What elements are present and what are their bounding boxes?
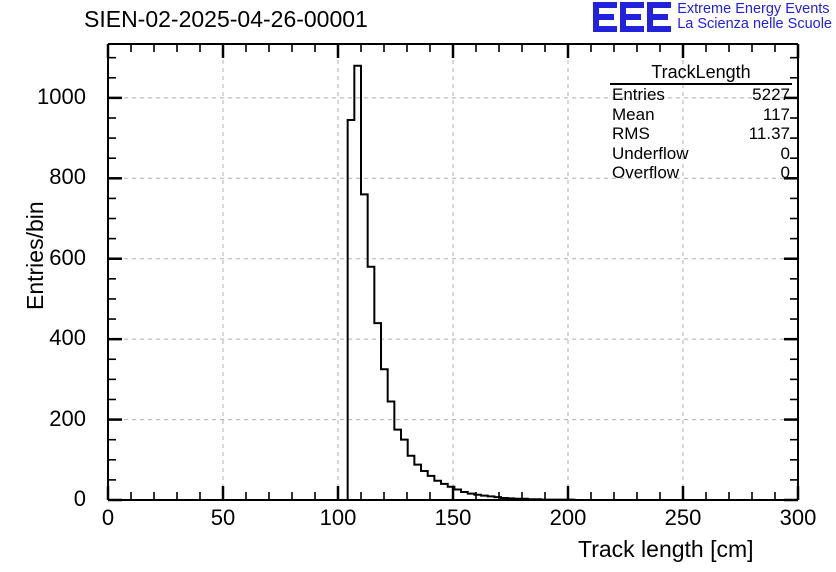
x-tick-label: 50 <box>210 505 236 530</box>
stats-row-label: Overflow <box>612 163 680 182</box>
stats-row-value: 0 <box>780 143 790 163</box>
x-axis-label: Track length [cm] <box>578 536 754 562</box>
x-tick-label: 0 <box>101 505 115 530</box>
eee-logo-mark-icon <box>593 2 672 32</box>
page-title: SIEN-02-2025-04-26-00001 <box>84 6 368 32</box>
logo-line-1: Extreme Energy Events <box>677 1 830 17</box>
stats-title: TrackLength <box>610 62 792 85</box>
x-tick-label: 300 <box>779 505 817 530</box>
stats-box: TrackLength Entries 5227 Mean 117 RMS 11.37 Un… <box>610 62 792 183</box>
stats-row: Underflow 0 <box>610 144 792 164</box>
stats-row: Mean 117 <box>610 105 792 125</box>
stats-row-value: 117 <box>762 104 790 124</box>
logo-line-2: La Scienza nelle Scuole <box>677 16 832 32</box>
y-tick-label: 1000 <box>37 83 86 109</box>
eee-logo-text: Extreme Energy Events La Scienza nelle S… <box>677 2 832 32</box>
stats-row: RMS 11.37 <box>610 124 792 144</box>
y-tick-label: 800 <box>49 164 86 190</box>
stats-row-value: 11.37 <box>748 124 790 143</box>
x-tick-label: 100 <box>319 505 357 530</box>
eee-logo: Extreme Energy Events La Scienza nelle S… <box>593 2 832 32</box>
y-tick-label: 200 <box>49 405 86 431</box>
x-tick-label: 150 <box>434 505 472 530</box>
y-tick-label: 400 <box>49 325 86 351</box>
stats-row-label: Underflow <box>612 143 689 163</box>
x-tick-label: 200 <box>549 505 587 530</box>
stats-row-label: Mean <box>612 104 655 124</box>
y-tick-label: 600 <box>49 244 86 270</box>
stats-row-value: 5227 <box>752 85 790 104</box>
y-tick-label: 0 <box>73 486 86 511</box>
x-tick-label: 250 <box>664 505 702 530</box>
stats-row: Entries 5227 <box>610 85 792 105</box>
stats-row-value: 0 <box>780 163 790 182</box>
stats-row: Overflow 0 <box>610 163 792 183</box>
stats-row-label: RMS <box>612 124 650 143</box>
stats-row-label: Entries <box>612 85 665 104</box>
